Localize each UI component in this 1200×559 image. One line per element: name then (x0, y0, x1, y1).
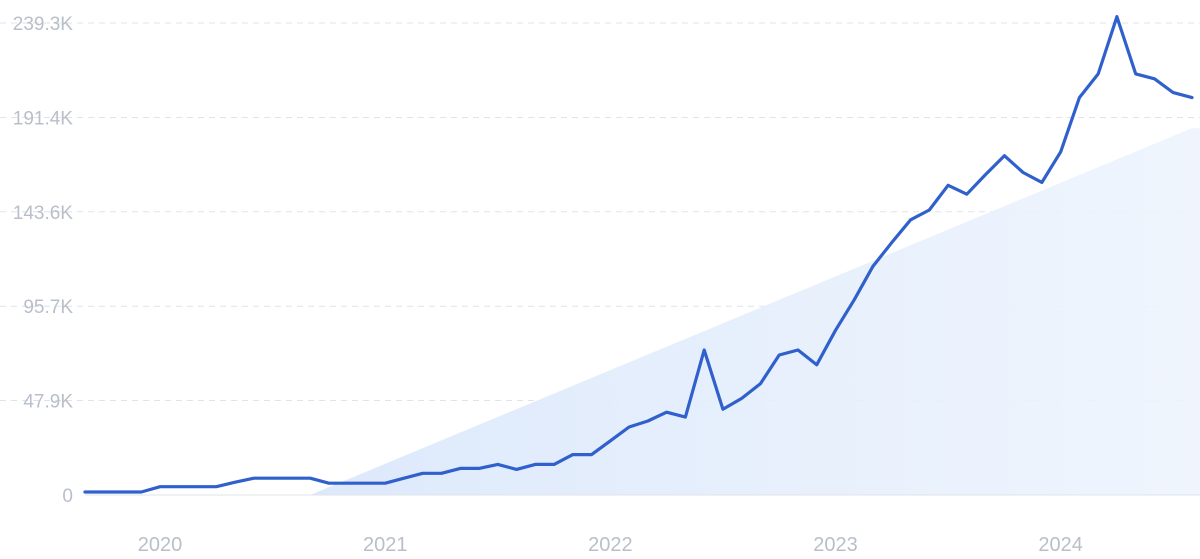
x-axis-ticks: 2020 2021 2022 2023 2024 (138, 534, 1083, 556)
x-tick-label: 2023 (813, 534, 858, 556)
x-tick-label: 2022 (588, 534, 633, 556)
y-tick-label: 239.3K (13, 14, 74, 35)
y-tick-label: 143.6K (13, 203, 74, 224)
y-tick-label: 95.7K (23, 297, 73, 318)
y-axis-ticks: 0 47.9K 95.7K 143.6K 191.4K 239.3K (13, 14, 74, 507)
line-layer (83, 15, 1194, 494)
x-tick-label: 2024 (1038, 534, 1083, 556)
x-tick-label: 2020 (138, 534, 183, 556)
trend-area (310, 128, 1200, 496)
y-tick-label: 47.9K (23, 392, 73, 413)
series-line (83, 15, 1194, 494)
x-tick-label: 2021 (363, 534, 408, 556)
y-tick-label: 0 (62, 486, 73, 507)
y-tick-label: 191.4K (13, 108, 74, 129)
trend-layer (310, 128, 1200, 496)
